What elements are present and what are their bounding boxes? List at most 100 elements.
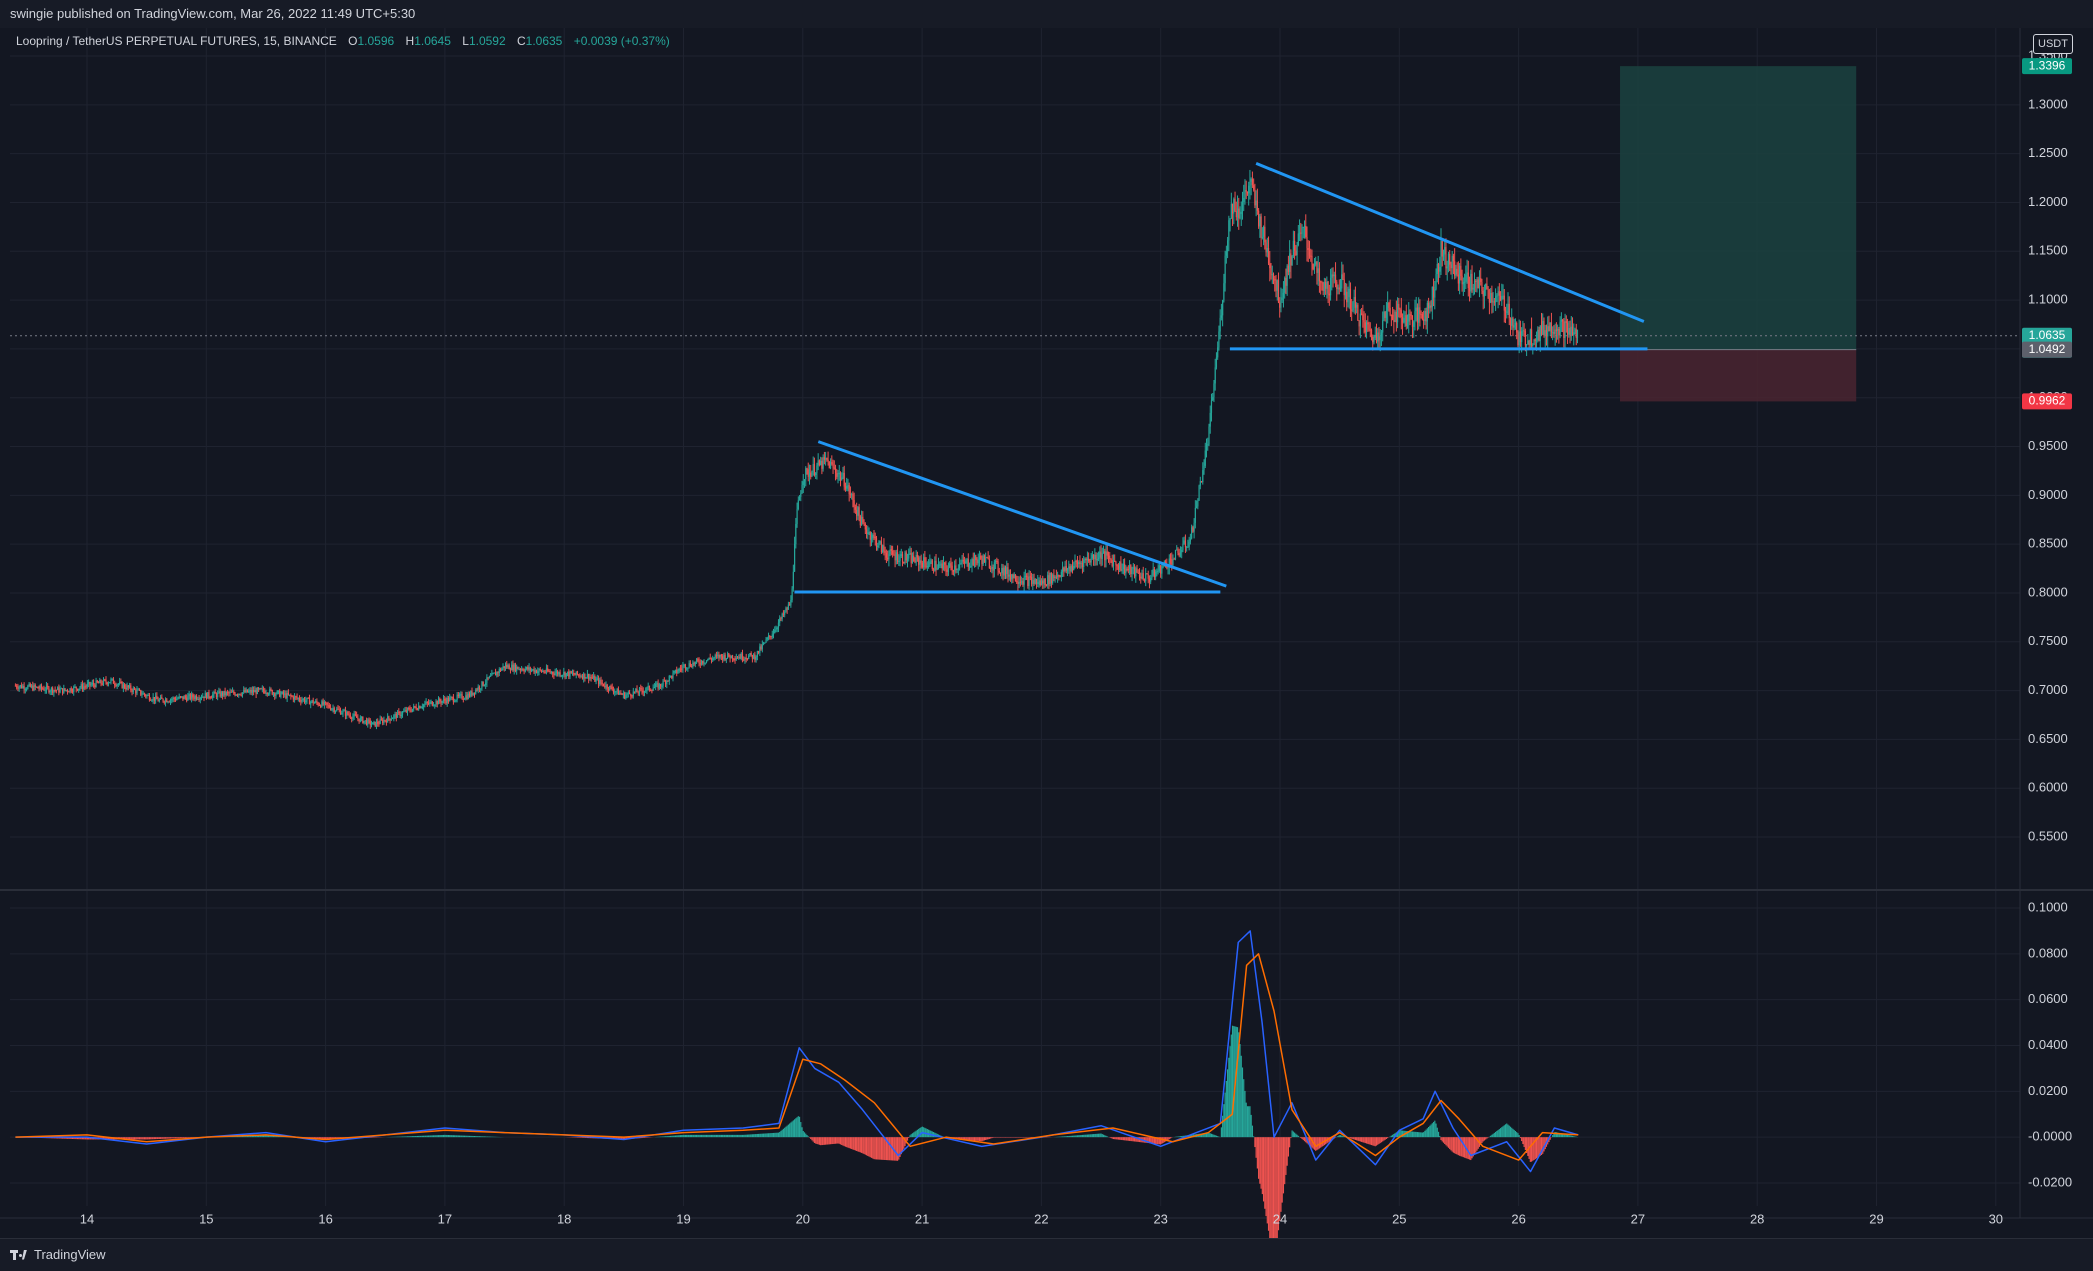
candle-body [1432, 286, 1435, 298]
candle-body [1456, 268, 1458, 275]
candle-body [996, 560, 998, 562]
candle-body [1296, 245, 1298, 256]
candle-body [708, 657, 710, 660]
candle-body [890, 549, 892, 551]
candle-body [463, 698, 466, 700]
candle-body [327, 704, 329, 706]
candle-body [865, 529, 868, 535]
candle-body [1160, 565, 1162, 574]
candle-body [533, 669, 535, 673]
candle-body [64, 688, 66, 691]
candle-body [1075, 561, 1077, 563]
candle-body [383, 720, 385, 724]
candle-body [1563, 321, 1565, 338]
symbol-name[interactable]: Loopring / TetherUS PERPETUAL FUTURES, 1… [16, 34, 337, 48]
candle-body [436, 701, 438, 705]
candle-body [997, 561, 999, 571]
candle-body [1557, 328, 1559, 331]
candle-body [1038, 580, 1040, 583]
candle-body [992, 567, 994, 571]
candle-body [1418, 307, 1420, 323]
candle-body [349, 715, 352, 718]
candle-body [722, 656, 724, 660]
candle-body [584, 673, 586, 679]
candle-body [246, 689, 249, 693]
candle-body [1249, 181, 1251, 186]
candle-body [1320, 281, 1322, 283]
candle-body [39, 685, 41, 689]
candle-body [770, 636, 772, 638]
candle-body [673, 671, 675, 673]
candle-body [1171, 559, 1173, 565]
candle-body [331, 708, 333, 710]
candle-body [70, 688, 72, 692]
candle-body [1119, 561, 1121, 570]
candle-body [568, 671, 570, 677]
candle-body [920, 560, 922, 563]
candle-body [838, 472, 840, 475]
candle-body [991, 567, 993, 569]
candle-body [1013, 574, 1015, 579]
candle-body [21, 685, 23, 689]
candle-body [796, 509, 798, 525]
candle-body [811, 471, 813, 477]
candle-body [718, 654, 720, 658]
tradingview-logo[interactable]: TradingView [10, 1247, 106, 1262]
candle-body [264, 690, 266, 694]
candle-body [717, 654, 719, 656]
candle-body [269, 688, 271, 694]
candle-body [1186, 546, 1188, 548]
candle-body [760, 646, 762, 650]
candle-body [816, 465, 818, 474]
candle-body [17, 687, 19, 689]
candle-body [322, 701, 324, 705]
candle-body [404, 710, 406, 712]
candle-body [744, 658, 746, 660]
candle-body [393, 715, 395, 719]
candle-body [85, 686, 87, 688]
candle-body [1488, 298, 1490, 303]
candle-body [1451, 255, 1453, 269]
candle-body [89, 682, 91, 686]
candles [14, 169, 1579, 730]
candle-body [705, 660, 708, 663]
candle-body [1362, 314, 1364, 321]
candle-body [1408, 313, 1410, 322]
candle-body [207, 692, 209, 699]
candle-body [508, 665, 510, 670]
candle-body [954, 565, 956, 572]
candle-body [1445, 247, 1447, 269]
chart-area[interactable]: 1.35001.30001.25001.20001.15001.10001.05… [0, 28, 2093, 1238]
candle-body [535, 670, 538, 673]
candle-body [1277, 280, 1280, 303]
candle-body [507, 665, 509, 668]
candle-body [1328, 293, 1330, 296]
candle-body [1002, 567, 1004, 576]
candle-body [1398, 303, 1400, 310]
candle-body [972, 559, 974, 565]
currency-button[interactable]: USDT [2033, 34, 2073, 54]
candle-body [1499, 295, 1502, 301]
candle-body [986, 557, 988, 559]
candle-body [905, 552, 907, 561]
candle-body [1048, 575, 1050, 585]
candle-body [1459, 265, 1461, 284]
candle-body [1071, 566, 1074, 570]
candle-body [1322, 282, 1324, 291]
candle-body [223, 691, 225, 696]
candle-body [815, 473, 817, 476]
candle-body [1326, 281, 1328, 289]
candle-body [1379, 336, 1381, 341]
candle-body [80, 684, 82, 688]
candle-body [1387, 302, 1389, 311]
candle-body [1088, 558, 1090, 562]
candle-body [888, 554, 890, 560]
candle-body [651, 690, 653, 692]
candle-body [710, 658, 713, 660]
candle-body [879, 541, 881, 543]
candle-body [1135, 568, 1137, 577]
candle-body [923, 557, 925, 568]
candle-body [388, 716, 390, 719]
candle-body [306, 697, 308, 701]
time-tick-label: 16 [318, 1211, 332, 1226]
